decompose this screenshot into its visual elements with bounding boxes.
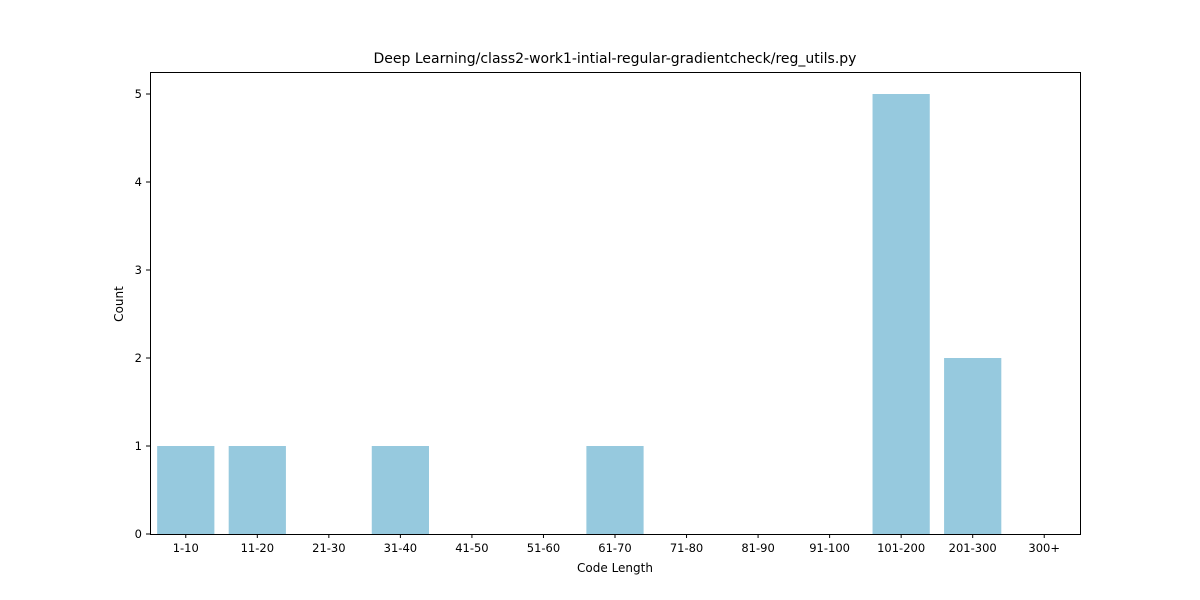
bar-201-300 bbox=[944, 358, 1002, 534]
y-tick-label: 0 bbox=[135, 527, 142, 541]
x-tick-label: 91-100 bbox=[809, 541, 850, 555]
bar-101-200 bbox=[872, 94, 930, 534]
x-tick-label: 31-40 bbox=[384, 541, 417, 555]
x-tick-label: 81-90 bbox=[741, 541, 774, 555]
y-tick-label: 3 bbox=[135, 263, 142, 277]
y-tick-label: 1 bbox=[135, 439, 142, 453]
x-tick-label: 1-10 bbox=[173, 541, 199, 555]
y-tick-label: 4 bbox=[135, 175, 142, 189]
x-tick-label: 71-80 bbox=[670, 541, 703, 555]
bars-group bbox=[157, 94, 1002, 534]
bar-11-20 bbox=[228, 446, 286, 534]
x-tick-label: 51-60 bbox=[527, 541, 560, 555]
x-tick-label: 300+ bbox=[1028, 541, 1060, 555]
bar-31-40 bbox=[371, 446, 429, 534]
bar-61-70 bbox=[586, 446, 644, 534]
y-tick-label: 2 bbox=[135, 351, 142, 365]
x-tick-label: 11-20 bbox=[241, 541, 274, 555]
y-axis: 0 1 2 3 4 5 bbox=[135, 87, 150, 541]
x-tick-label: 201-300 bbox=[949, 541, 997, 555]
x-tick-label: 61-70 bbox=[598, 541, 631, 555]
chart-title: Deep Learning/class2-work1-intial-regula… bbox=[374, 51, 857, 67]
x-axis-label: Code Length bbox=[577, 561, 653, 575]
x-axis: 1-10 11-20 21-30 31-40 41-50 51-60 61-70 71-80 8… bbox=[173, 534, 1060, 555]
bar-1-10 bbox=[157, 446, 215, 534]
y-axis-label: Count bbox=[112, 286, 126, 322]
x-tick-label: 41-50 bbox=[455, 541, 488, 555]
x-tick-label: 21-30 bbox=[312, 541, 345, 555]
x-tick-label: 101-200 bbox=[877, 541, 925, 555]
y-tick-label: 5 bbox=[135, 87, 142, 101]
